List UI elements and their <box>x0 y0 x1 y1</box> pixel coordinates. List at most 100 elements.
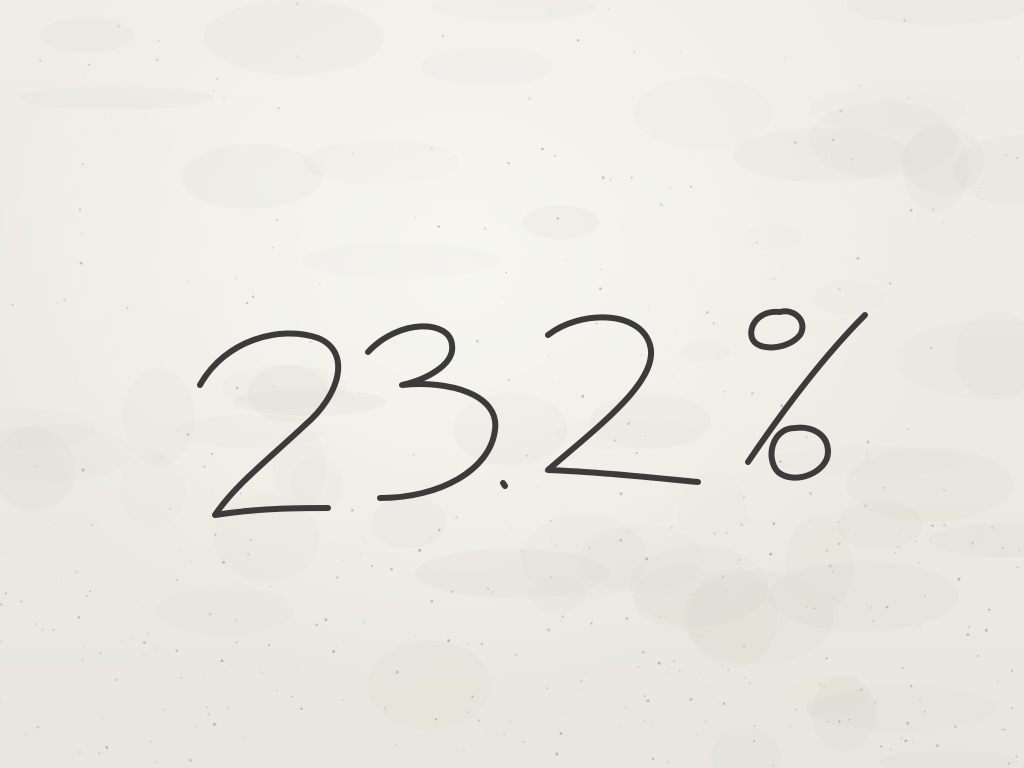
wall-speckle <box>136 600 138 601</box>
wall-speckle <box>194 697 196 700</box>
wall-speckle <box>89 590 91 593</box>
wall-speckle <box>588 546 591 549</box>
wall-speckle <box>862 673 864 675</box>
wall-speckle <box>737 558 741 562</box>
wall-speckle <box>547 628 551 632</box>
wall-speckle <box>889 282 892 285</box>
wall-speckle <box>919 625 921 627</box>
wall-speckle <box>88 63 91 66</box>
wall-speckle <box>157 39 160 42</box>
wall-speckle <box>600 268 602 271</box>
wall-speckle <box>20 600 23 603</box>
wall-speckle <box>175 578 179 582</box>
wall-speckle <box>437 225 441 228</box>
wall-speckle <box>249 668 251 670</box>
wall-speckle <box>271 247 274 249</box>
wall-speckle <box>910 684 913 688</box>
wall-speckle <box>528 97 531 100</box>
wall-speckle <box>1018 28 1020 30</box>
wall-speckle <box>746 519 749 521</box>
wall-speckle <box>696 733 698 735</box>
wall-speckle <box>669 526 673 530</box>
wall-speckle <box>207 713 211 716</box>
wall-speckle <box>205 706 209 709</box>
wall-speckle <box>907 428 910 430</box>
wall-speckle <box>383 707 387 710</box>
wall-speckle <box>444 571 446 573</box>
wall-speckle <box>860 688 863 691</box>
wall-speckle <box>558 382 560 384</box>
wall-speckle <box>823 685 826 688</box>
wall-speckle <box>831 570 834 573</box>
wall-speckle <box>234 618 238 622</box>
wall-speckle <box>564 711 566 713</box>
wall-speckle <box>599 287 602 291</box>
wall-speckle <box>978 187 981 190</box>
wall-speckle <box>212 722 216 726</box>
wall-speckle <box>342 642 345 644</box>
wall-speckle <box>723 390 726 393</box>
wall-speckle <box>434 718 438 721</box>
wall-speckle <box>138 61 140 63</box>
wall-speckle <box>235 277 237 280</box>
wall-speckle <box>243 738 245 740</box>
wall-speckle <box>625 617 629 620</box>
wall-speckle <box>41 629 44 631</box>
wall-speckle <box>774 277 777 280</box>
wall-speckle <box>82 646 85 648</box>
wall-smudge <box>901 125 985 196</box>
wall-speckle <box>515 653 517 656</box>
wall-speckle <box>609 178 612 181</box>
wall-speckle <box>418 548 422 552</box>
wall-speckle <box>931 208 935 211</box>
wall-smudge <box>782 679 868 717</box>
wall-speckle <box>483 227 487 230</box>
wall-speckle <box>630 176 633 179</box>
wall-speckle <box>536 487 538 489</box>
wall-speckle <box>997 680 999 683</box>
wall-speckle <box>296 55 298 58</box>
wall-speckle <box>480 595 482 597</box>
wall-speckle <box>646 699 650 703</box>
wall-speckle <box>865 454 868 457</box>
wall-speckle <box>556 217 560 220</box>
wall-speckle <box>1008 762 1011 765</box>
wall-speckle <box>676 755 678 757</box>
wall-smudge <box>806 686 997 731</box>
wall-smudge <box>808 87 966 133</box>
wall-speckle <box>80 232 83 234</box>
wall-speckle <box>467 643 469 645</box>
wall-speckle <box>117 25 120 28</box>
wall-speckle <box>795 708 797 711</box>
wall-speckle <box>505 93 507 95</box>
wall-speckle <box>906 721 910 725</box>
wall-speckle <box>211 452 214 455</box>
wall-speckle <box>235 386 239 390</box>
wall-speckle <box>627 422 631 426</box>
wall-speckle <box>689 697 693 701</box>
wall-speckle <box>78 750 82 754</box>
wall-speckle <box>11 304 14 306</box>
wall-speckle <box>212 90 215 92</box>
wall-speckle <box>332 650 336 653</box>
wall-speckle <box>205 521 207 523</box>
wall-speckle <box>59 579 62 582</box>
wall-speckle <box>809 521 811 523</box>
wall-speckle <box>698 673 700 675</box>
wall-speckle <box>111 118 113 120</box>
wall-speckle <box>788 725 791 728</box>
wall-speckle <box>63 298 66 301</box>
wall-speckle <box>976 654 980 657</box>
wall-speckle <box>691 357 693 359</box>
wall-smudge <box>682 569 834 665</box>
wall-speckle <box>936 744 939 747</box>
wall-speckle <box>81 658 85 662</box>
wall-speckle <box>966 633 970 637</box>
wall-speckle <box>674 329 676 331</box>
wall-speckle <box>805 606 808 609</box>
percent-slash <box>745 312 868 465</box>
wall-speckle <box>102 717 104 719</box>
wall-speckle <box>229 663 231 665</box>
wall-speckle <box>918 562 921 564</box>
